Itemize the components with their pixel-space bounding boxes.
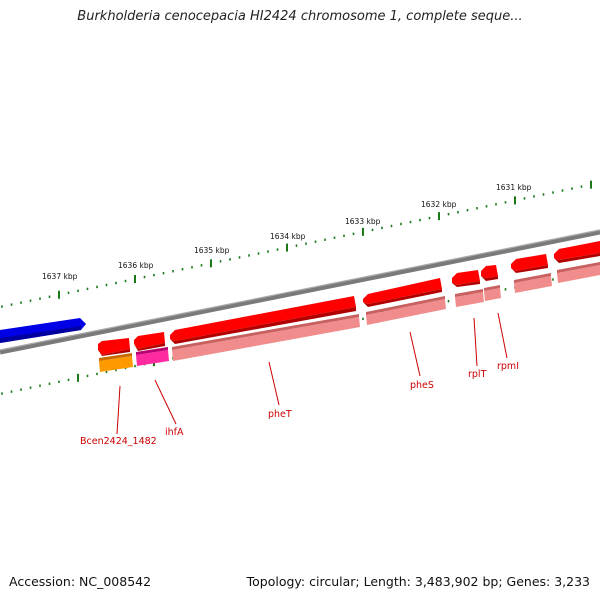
gene-arrow-ihfa [134, 332, 165, 349]
cds-bar-8 [557, 265, 600, 283]
cds-bar-phet [172, 317, 360, 361]
gene-arrow-8 [554, 241, 600, 260]
scale-label-1633: 1633 kbp [345, 217, 381, 226]
gene-arrow-7 [511, 254, 548, 271]
cds-bar-bcen2424-1482 [99, 356, 133, 372]
map-title: Burkholderia cenocepacia HI2424 chromoso… [77, 9, 523, 24]
gene-labels: Bcen2424_1482 ihfA pheT pheS rplT rpmI [80, 361, 519, 447]
upstream-gene-arrow [0, 318, 86, 343]
gene-arrow-rplt [452, 270, 480, 285]
cds-bar-rpmi [484, 288, 501, 301]
gene-label-rpmi: rpmI [497, 361, 519, 372]
cds-bars [99, 262, 600, 372]
cds-bar-ihfa [136, 350, 169, 366]
gene-label-ihfa: ihfA [165, 427, 184, 438]
gene-arrow-rpmi [481, 265, 498, 278]
gene-arrow-phes [363, 278, 442, 304]
outer-tick-track [1, 180, 592, 308]
cds-bar-7 [514, 276, 552, 293]
cds-bar-rplt [455, 292, 484, 307]
gene-label-rplt: rplT [468, 369, 487, 380]
gene-label-phet: pheT [268, 409, 292, 420]
gene-arrow-1 [98, 338, 130, 355]
scale-label-1634: 1634 kbp [270, 232, 306, 241]
scale-label-1632: 1632 kbp [421, 200, 457, 209]
gene-label-bcen2424-1482: Bcen2424_1482 [80, 436, 157, 447]
gene-arrows [98, 241, 600, 356]
label-leaders [116, 312, 508, 435]
chromosome-backbone [0, 229, 600, 355]
gene-label-phes: pheS [410, 380, 434, 391]
scale-labels: 1637 kbp 1636 kbp 1635 kbp 1634 kbp 1633… [42, 183, 532, 281]
scale-label-1635: 1635 kbp [194, 246, 230, 255]
scale-label-1637: 1637 kbp [42, 272, 78, 281]
cds-bar-phes [366, 299, 446, 325]
accession-text: Accession: NC_008542 [9, 574, 152, 589]
gene-arrow-phet [170, 296, 356, 341]
topology-summary: Topology: circular; Length: 3,483,902 bp… [246, 574, 590, 589]
scale-label-1636: 1636 kbp [118, 261, 154, 270]
scale-label-1631: 1631 kbp [496, 183, 532, 192]
